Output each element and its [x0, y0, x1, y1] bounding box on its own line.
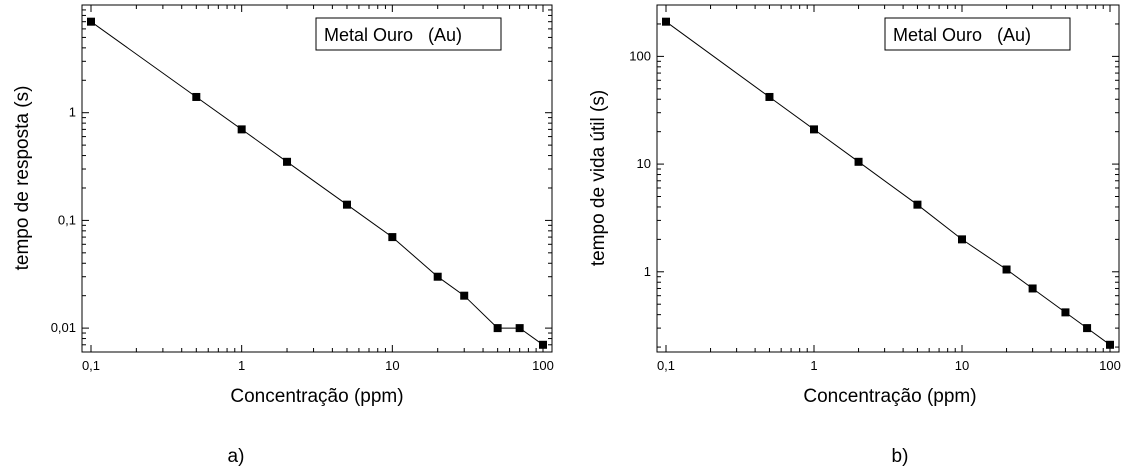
data-point-marker — [1106, 340, 1114, 349]
y-tick-label: 10 — [637, 156, 651, 171]
y-tick-label: 0,01 — [51, 320, 76, 335]
y-tick-label: 1 — [644, 264, 651, 279]
y-axis-tick-labels: 0,01 0,1 1 — [51, 105, 76, 335]
data-point-marker — [87, 17, 95, 26]
data-point-marker — [515, 324, 524, 333]
x-tick-label: 100 — [532, 358, 554, 373]
legend-box: Metal Ouro (Au) — [315, 17, 502, 51]
data-point-marker — [1002, 265, 1011, 274]
x-axis-ticks — [90, 5, 544, 352]
x-tick-label: 10 — [385, 358, 399, 373]
y-axis-title: tempo de vida útil (s) — [588, 90, 609, 266]
series-line — [665, 21, 1111, 346]
y-tick-label: 1 — [69, 105, 76, 120]
data-point-marker — [810, 125, 818, 134]
y-tick-label: 100 — [629, 48, 651, 63]
x-tick-label: 10 — [955, 358, 969, 373]
data-point-marker — [433, 272, 442, 281]
chart-panel-b: 0,1 1 10 100 1 10 100 Metal Ouro (Au) Concent… — [588, 4, 1121, 467]
data-point-marker — [1028, 284, 1037, 293]
y-axis-ticks — [82, 9, 552, 353]
y-tick-label: 0,1 — [58, 212, 76, 227]
x-axis-ticks — [665, 5, 1111, 352]
data-point-marker — [913, 200, 922, 209]
y-axis-tick-labels: 1 10 100 — [629, 48, 651, 278]
legend-box: Metal Ouro (Au) — [884, 17, 1071, 51]
data-point-marker — [342, 200, 351, 209]
data-series — [662, 17, 1114, 349]
legend-label: Metal Ouro (Au) — [324, 25, 462, 45]
panel-caption: a) — [228, 446, 245, 467]
data-point-marker — [493, 324, 502, 333]
data-point-marker — [1083, 324, 1092, 333]
legend-label: Metal Ouro (Au) — [893, 25, 1031, 45]
x-tick-label: 0,1 — [657, 358, 675, 373]
plot-frame — [81, 4, 553, 353]
panel-caption: b) — [892, 446, 909, 467]
x-axis-tick-labels: 0,1 1 10 100 — [657, 358, 1121, 373]
x-axis-title: Concentração (ppm) — [803, 386, 976, 407]
y-axis-ticks — [657, 4, 1119, 348]
chart-panel-a: 0,1 1 10 100 0,01 0,1 1 Metal Ouro (Au) Conce… — [12, 4, 554, 467]
x-tick-label: 1 — [810, 358, 817, 373]
y-axis-title: tempo de resposta (s) — [12, 86, 33, 271]
data-point-marker — [958, 235, 966, 244]
data-point-marker — [539, 340, 547, 349]
series-line — [90, 21, 544, 346]
x-tick-label: 100 — [1099, 358, 1121, 373]
x-axis-tick-labels: 0,1 1 10 100 — [82, 358, 554, 373]
data-point-marker — [388, 233, 397, 242]
data-point-marker — [854, 157, 863, 166]
data-point-marker — [237, 125, 246, 134]
data-point-marker — [283, 157, 292, 166]
data-point-marker — [765, 92, 774, 101]
x-axis-title: Concentração (ppm) — [230, 386, 403, 407]
data-point-marker — [662, 17, 670, 26]
data-point-marker — [1061, 308, 1070, 317]
data-series — [87, 17, 547, 349]
x-tick-label: 0,1 — [82, 358, 100, 373]
plot-frame — [656, 4, 1120, 353]
data-point-marker — [460, 291, 469, 300]
data-point-marker — [192, 92, 201, 101]
x-tick-label: 1 — [238, 358, 245, 373]
